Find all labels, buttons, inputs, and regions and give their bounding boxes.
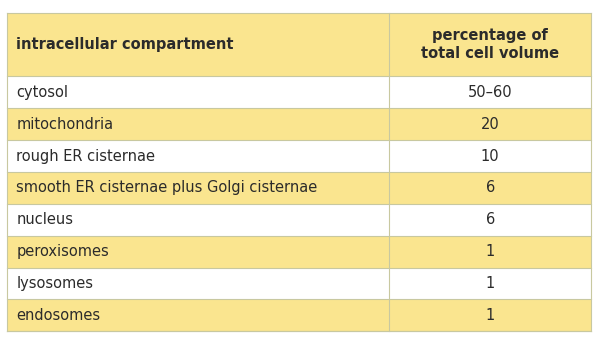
Text: 6: 6 bbox=[486, 212, 495, 227]
Text: percentage of
total cell volume: percentage of total cell volume bbox=[421, 28, 559, 61]
Text: 6: 6 bbox=[486, 180, 495, 195]
Bar bbox=[389, 236, 591, 268]
Text: mitochondria: mitochondria bbox=[16, 117, 113, 132]
Bar bbox=[7, 204, 389, 236]
Text: 50–60: 50–60 bbox=[468, 85, 512, 100]
Bar bbox=[389, 268, 591, 299]
Bar bbox=[389, 108, 591, 140]
Bar bbox=[7, 268, 389, 299]
Bar bbox=[389, 204, 591, 236]
Text: rough ER cisternae: rough ER cisternae bbox=[16, 148, 155, 164]
Text: peroxisomes: peroxisomes bbox=[16, 244, 109, 259]
Text: intracellular compartment: intracellular compartment bbox=[16, 37, 234, 52]
Text: 20: 20 bbox=[481, 117, 499, 132]
Text: lysosomes: lysosomes bbox=[16, 276, 93, 291]
Bar bbox=[389, 172, 591, 204]
Text: smooth ER cisternae plus Golgi cisternae: smooth ER cisternae plus Golgi cisternae bbox=[16, 180, 318, 195]
Bar bbox=[7, 13, 389, 76]
Bar bbox=[389, 140, 591, 172]
Bar bbox=[389, 13, 591, 76]
Text: 1: 1 bbox=[486, 276, 495, 291]
Text: 1: 1 bbox=[486, 308, 495, 323]
Text: cytosol: cytosol bbox=[16, 85, 68, 100]
Bar bbox=[7, 108, 389, 140]
Bar bbox=[7, 76, 389, 108]
Bar bbox=[7, 299, 389, 331]
Bar bbox=[7, 140, 389, 172]
Text: 1: 1 bbox=[486, 244, 495, 259]
Bar bbox=[7, 172, 389, 204]
Text: 10: 10 bbox=[481, 148, 499, 164]
Bar bbox=[7, 236, 389, 268]
Text: nucleus: nucleus bbox=[16, 212, 73, 227]
Bar bbox=[389, 76, 591, 108]
Bar bbox=[389, 299, 591, 331]
Text: endosomes: endosomes bbox=[16, 308, 100, 323]
